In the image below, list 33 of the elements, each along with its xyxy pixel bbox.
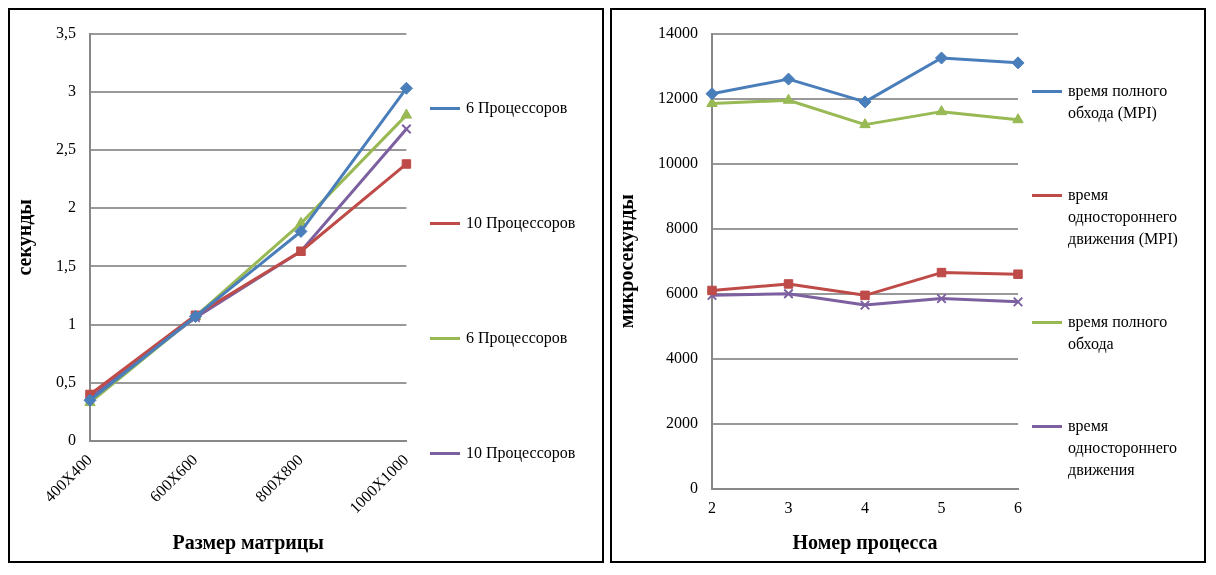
y-tick-label: 0,5 bbox=[56, 373, 76, 390]
legend-label: 10 Процессоров bbox=[466, 443, 576, 464]
y-tick-label: 14000 bbox=[658, 23, 698, 41]
x-axis-title: Номер процесса bbox=[792, 531, 938, 555]
y-tick-label: 6000 bbox=[666, 283, 698, 301]
legend-label: 10 Процессоров bbox=[466, 212, 576, 234]
y-tick-label: 0 bbox=[690, 479, 698, 496]
legend-label: время одностороннего движения bbox=[1068, 415, 1178, 481]
y-tick-label: 2000 bbox=[666, 413, 698, 431]
x-axis-title: Размер матрицы bbox=[172, 531, 325, 555]
legend-label: 6 Процессоров bbox=[466, 328, 568, 349]
legend-label: время одностороннего движения (MPI) bbox=[1068, 185, 1179, 250]
y-axis-title: микросекунды bbox=[615, 193, 639, 329]
y-tick-label: 2,5 bbox=[56, 140, 76, 158]
y-tick-label: 10000 bbox=[658, 153, 698, 171]
x-tick-label: 6 bbox=[1014, 498, 1022, 516]
y-tick-label: 8000 bbox=[666, 218, 698, 236]
x-tick-label: 3 bbox=[784, 498, 793, 516]
y-tick-label: 12000 bbox=[658, 88, 698, 106]
y-tick-label: 3,5 bbox=[56, 23, 76, 41]
y-tick-label: 1 bbox=[68, 314, 76, 332]
legend-label: 6 Процессоров bbox=[466, 97, 568, 119]
y-tick-label: 4000 bbox=[666, 348, 698, 366]
x-tick-label: 4 bbox=[861, 498, 869, 516]
legend-label: время полного обхода (MPI) bbox=[1068, 81, 1169, 124]
y-tick-label: 1,5 bbox=[56, 256, 76, 274]
y-tick-label: 3 bbox=[68, 82, 76, 99]
y-tick-label: 2 bbox=[68, 198, 76, 216]
y-tick-label: 0 bbox=[68, 431, 76, 449]
legend-label: время полного обхода bbox=[1068, 311, 1169, 355]
y-axis-title: секунды bbox=[13, 198, 37, 276]
x-tick-label: 5 bbox=[937, 498, 946, 516]
x-tick-label: 2 bbox=[708, 498, 716, 516]
